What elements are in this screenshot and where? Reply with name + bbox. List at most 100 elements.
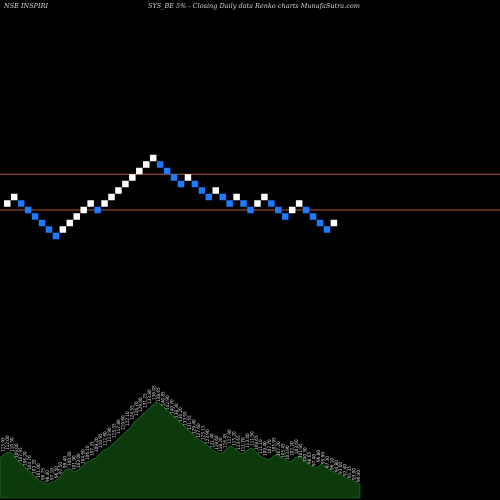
renko-brick-down — [282, 213, 289, 220]
renko-brick-up — [122, 180, 129, 188]
volume-value-label: 129.40 — [192, 419, 197, 434]
renko-brick-down — [198, 187, 206, 194]
volume-value-label: 111.10 — [258, 439, 263, 454]
volume-value-label: 136.05 — [152, 385, 157, 400]
renko-brick-down — [309, 213, 317, 220]
volume-value-label: 126.70 — [134, 401, 139, 416]
renko-brick-up — [330, 219, 338, 227]
volume-value-label: 106.20 — [23, 451, 28, 466]
volume-value-label: 105.95 — [272, 437, 277, 452]
renko-brick-up — [115, 187, 122, 194]
volume-value-label: 119.60 — [120, 415, 125, 430]
volume-value-label: 107.70 — [267, 439, 272, 454]
volume-value-label: 97.10 — [49, 468, 54, 480]
volume-value-label: 113.40 — [245, 433, 250, 448]
volume-value-label: 112.60 — [103, 431, 108, 446]
volume-value-label: 111.50 — [249, 431, 254, 446]
volume-value-label: 99.40 — [63, 456, 68, 468]
volume-value-label: 133.80 — [147, 389, 152, 404]
volume-value-label: 122.10 — [125, 411, 130, 426]
renko-brick-down — [163, 167, 171, 175]
volume-value-label: 138.30 — [174, 403, 179, 418]
renko-brick-down — [219, 193, 226, 201]
renko-brick-down — [38, 219, 46, 227]
renko-brick-up — [149, 154, 157, 162]
volume-value-label: 101.00 — [36, 463, 41, 478]
renko-brick-up — [73, 213, 80, 220]
volume-value-label: 110.50 — [9, 437, 14, 452]
renko-brick-down — [45, 226, 53, 233]
volume-value-label: 103.60 — [294, 439, 299, 454]
volume-value-label: 103.90 — [285, 445, 290, 460]
renko-brick-up — [4, 200, 11, 207]
volume-value-label: 97.30 — [325, 456, 330, 468]
renko-brick-down — [316, 219, 324, 227]
volume-value-label: 117.90 — [227, 429, 232, 444]
renko-brick-up — [87, 200, 94, 207]
volume-value-label: 131.55 — [187, 415, 192, 430]
renko-brick-down — [240, 200, 247, 207]
volume-value-label: 104.70 — [27, 455, 32, 470]
volume-value-label: 101.90 — [72, 455, 77, 470]
volume-value-label: 109.00 — [14, 443, 19, 458]
volume-value-label: 97.40 — [312, 454, 317, 466]
renko-brick-up — [288, 206, 296, 214]
volume-value-label: 116.45 — [223, 433, 228, 448]
volume-value-label: 127.60 — [196, 423, 201, 438]
volume-area — [0, 401, 361, 499]
renko-brick-down — [170, 174, 178, 181]
renko-brick-down — [17, 200, 25, 207]
volume-value-label: 107.95 — [18, 447, 23, 462]
volume-value-label: 92.40 — [343, 464, 348, 476]
volume-value-label: 121.40 — [209, 433, 214, 448]
renko-brick-down — [226, 200, 233, 207]
volume-value-label: 105.45 — [280, 443, 285, 458]
volume-value-label: 119.60 — [214, 435, 219, 450]
volume-value-label: 98.40 — [45, 470, 50, 482]
volume-value-label: 100.30 — [303, 447, 308, 462]
volume-value-label: 101.95 — [298, 443, 303, 458]
renko-brick-down — [275, 206, 282, 214]
renko-brick-up — [184, 174, 192, 181]
renko-brick-up — [80, 206, 87, 214]
volume-value-label: 102.20 — [289, 441, 294, 456]
renko-brick-up — [254, 200, 261, 207]
volume-value-label: 129.00 — [138, 397, 143, 412]
volume-value-label: 142.90 — [165, 395, 170, 410]
renko-brick-down — [268, 200, 275, 207]
renko-brick-up — [66, 219, 74, 227]
renko-brick-down — [302, 206, 310, 214]
volume-value-label: 96.50 — [54, 466, 59, 478]
volume-value-label: 140.85 — [160, 391, 165, 406]
volume-value-label: 117.80 — [116, 419, 121, 434]
renko-brick-down — [177, 180, 185, 188]
chart-symbol-label: NSE INSPIRI — [4, 2, 49, 10]
volume-value-label: 94.80 — [334, 460, 339, 472]
volume-value-label: 110.95 — [98, 433, 103, 448]
renko-brick-up — [101, 200, 108, 207]
renko-brick-down — [31, 213, 39, 220]
volume-value-label: 113.65 — [236, 435, 241, 450]
renko-brick-up — [212, 187, 219, 194]
volume-value-label: 125.15 — [200, 425, 205, 440]
volume-value-label: 107.20 — [276, 441, 281, 456]
volume-value-label: 98.65 — [307, 452, 312, 464]
volume-value-label: 109.65 — [254, 435, 259, 450]
volume-value-label: 115.35 — [112, 423, 117, 438]
renko-brick-up — [143, 161, 150, 168]
volume-value-label: 112.00 — [5, 435, 10, 450]
renko-brick-up — [59, 226, 67, 233]
volume-value-label: 103.35 — [32, 459, 37, 474]
volume-value-label: 96.10 — [329, 458, 334, 470]
renko-brick-down — [205, 193, 213, 201]
renko-brick-up — [10, 193, 18, 201]
volume-value-label: 136.20 — [178, 407, 183, 422]
volume-value-label: 131.25 — [143, 393, 148, 408]
volume-value-label: 133.95 — [183, 411, 188, 426]
volume-value-label: 109.20 — [94, 437, 99, 452]
renko-brick-down — [191, 180, 199, 188]
volume-value-label: 123.90 — [205, 429, 210, 444]
volume-value-label: 113.95 — [0, 437, 5, 452]
